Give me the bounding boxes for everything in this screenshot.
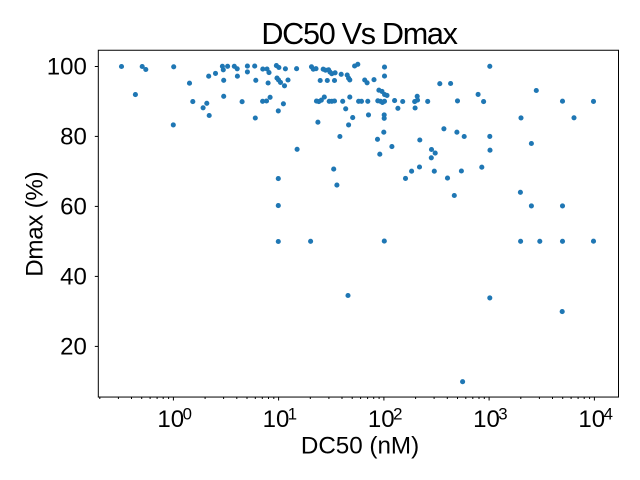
svg-text:10: 10 xyxy=(473,406,500,433)
svg-text:10: 10 xyxy=(368,406,395,433)
svg-text:100: 100 xyxy=(47,54,87,81)
svg-text:60: 60 xyxy=(60,194,87,221)
svg-text:40: 40 xyxy=(60,264,87,291)
svg-text:10: 10 xyxy=(157,406,184,433)
svg-text:3: 3 xyxy=(498,405,507,424)
svg-text:20: 20 xyxy=(60,334,87,361)
svg-text:1: 1 xyxy=(288,405,297,424)
svg-text:0: 0 xyxy=(183,405,192,424)
svg-text:2: 2 xyxy=(393,405,402,424)
svg-text:Dmax (%): Dmax (%) xyxy=(21,172,48,277)
svg-text:10: 10 xyxy=(263,406,290,433)
svg-text:10: 10 xyxy=(578,406,605,433)
svg-text:DC50 Vs Dmax: DC50 Vs Dmax xyxy=(261,17,457,51)
svg-text:4: 4 xyxy=(604,405,613,424)
svg-text:DC50 (nM): DC50 (nM) xyxy=(301,433,419,460)
svg-text:80: 80 xyxy=(60,124,87,151)
